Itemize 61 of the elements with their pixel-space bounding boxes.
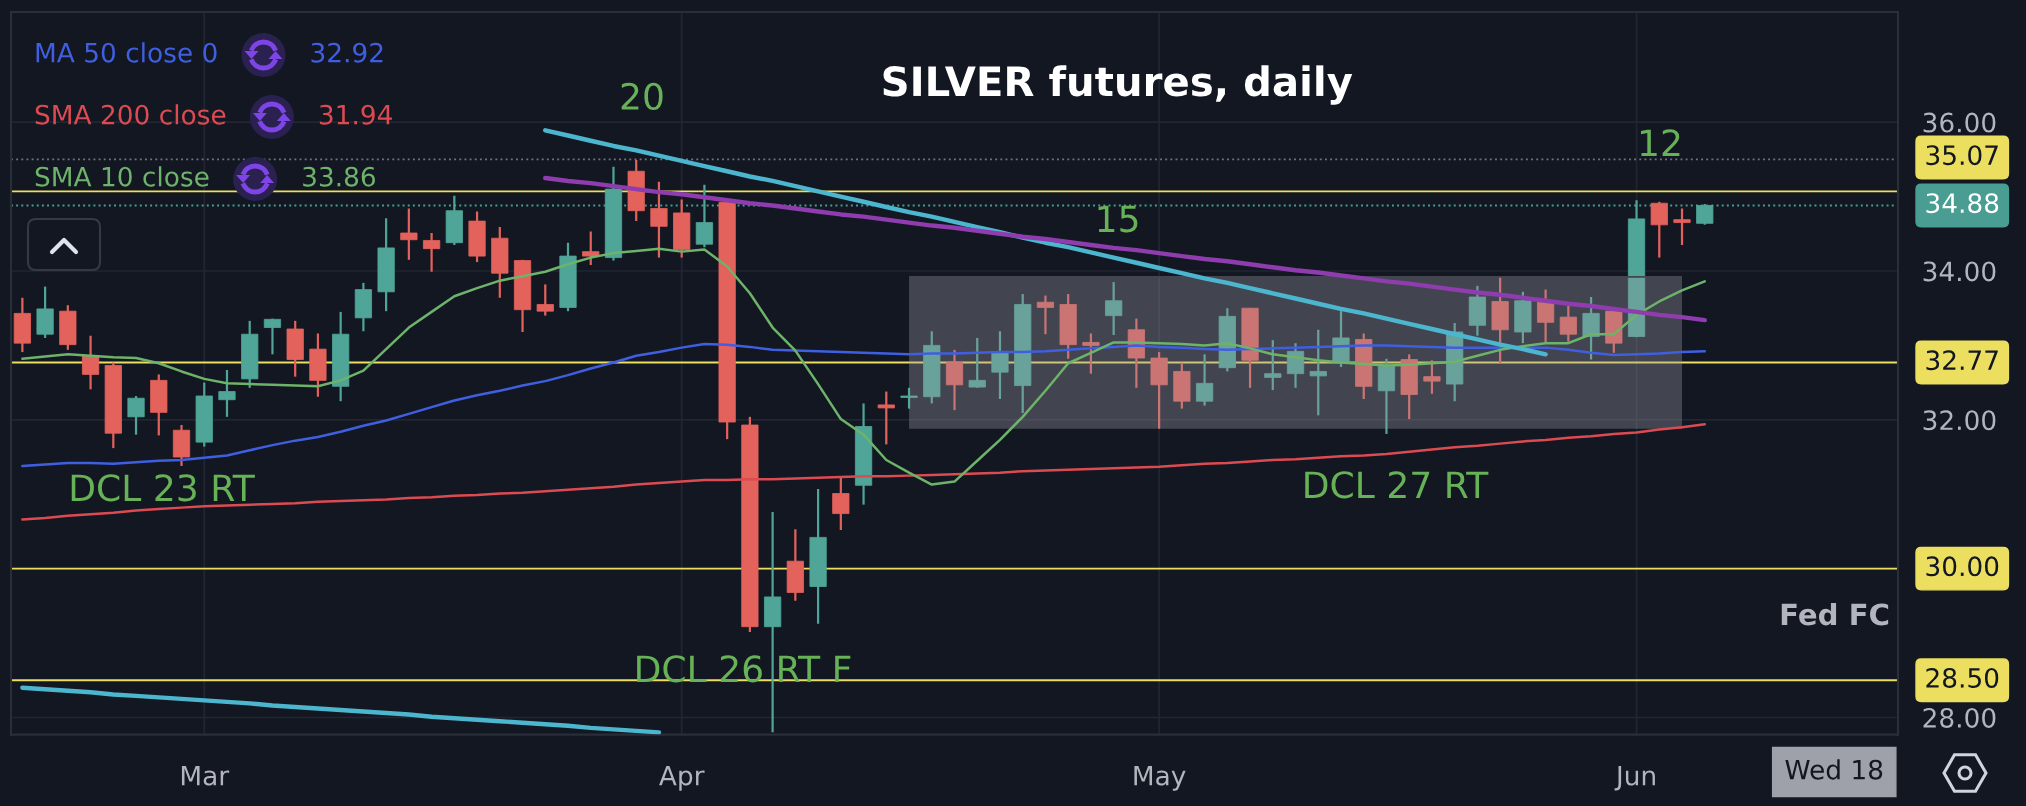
text: MA 50 close 0 xyxy=(36,42,217,63)
text: SMA 200 close xyxy=(35,104,226,125)
line-series xyxy=(20,685,662,735)
candlestick xyxy=(877,390,895,446)
text: SILVER futures, daily xyxy=(883,65,1353,105)
annotation: 31.94 xyxy=(319,104,392,125)
ref-line-label: 28.50 xyxy=(1926,667,1999,688)
candlestick xyxy=(400,207,418,261)
candlestick xyxy=(1582,295,1600,361)
x-tick-label: Apr xyxy=(659,765,705,791)
annotation: 12 xyxy=(1640,129,1680,156)
y-tick-label: 34.00 xyxy=(1923,261,1996,282)
candlestick xyxy=(1036,294,1055,336)
x-tick-label: Mar xyxy=(181,765,230,786)
line-series xyxy=(543,128,1548,357)
candlestick xyxy=(536,283,554,317)
candlestick xyxy=(127,394,145,436)
text: Wed 18 xyxy=(1785,759,1883,780)
candlestick xyxy=(1082,332,1100,375)
candlestick xyxy=(832,475,850,532)
ref-line-label: 34.88 xyxy=(1926,193,1999,214)
candlestick xyxy=(1696,202,1714,226)
candlestick xyxy=(263,317,282,356)
candlestick xyxy=(945,348,964,412)
candlestick xyxy=(1264,339,1282,392)
candlestick xyxy=(81,334,100,391)
candlestick xyxy=(900,386,918,410)
annotation: 32.92 xyxy=(311,42,383,63)
annotation: DCL 27 RT xyxy=(1305,471,1489,499)
candlestick xyxy=(991,330,1009,401)
text: SMA 10 close xyxy=(35,166,209,187)
candlestick xyxy=(1559,304,1577,343)
y-tick-label: 28.00 xyxy=(1923,707,1996,728)
candlestick xyxy=(422,231,441,273)
candlestick xyxy=(968,336,986,389)
line-series xyxy=(21,423,1706,521)
ref-line-label: 30.00 xyxy=(1926,556,1999,577)
x-tick-label: Jun xyxy=(1614,765,1655,791)
candlestick xyxy=(1195,353,1214,407)
candlestick xyxy=(650,180,668,259)
candlestick xyxy=(218,368,236,418)
line-series xyxy=(543,175,1707,323)
annotation: 20 xyxy=(621,82,663,110)
candlestick xyxy=(582,230,600,267)
y-tick-label: 32.00 xyxy=(1923,410,1996,431)
ref-line-label: 32.77 xyxy=(1926,350,1998,371)
candlestick xyxy=(1309,328,1327,417)
line-series xyxy=(21,342,1706,468)
candlestick xyxy=(1650,200,1668,259)
y-tick-label: 36.00 xyxy=(1923,112,1996,133)
ref-line-label: 35.07 xyxy=(1926,145,1998,166)
candlestick xyxy=(1105,281,1123,337)
x-tick-label: May xyxy=(1134,765,1186,791)
annotation: DCL 23 RT xyxy=(71,474,255,502)
candlestick xyxy=(1537,288,1555,345)
annotation: 15 xyxy=(1098,205,1138,233)
annotation: Fed FC xyxy=(1781,602,1889,626)
candlestick xyxy=(1423,359,1441,395)
annotation: 33.86 xyxy=(303,166,376,187)
annotation: DCL 26 RT F xyxy=(637,655,851,683)
candlestick xyxy=(1673,207,1691,247)
